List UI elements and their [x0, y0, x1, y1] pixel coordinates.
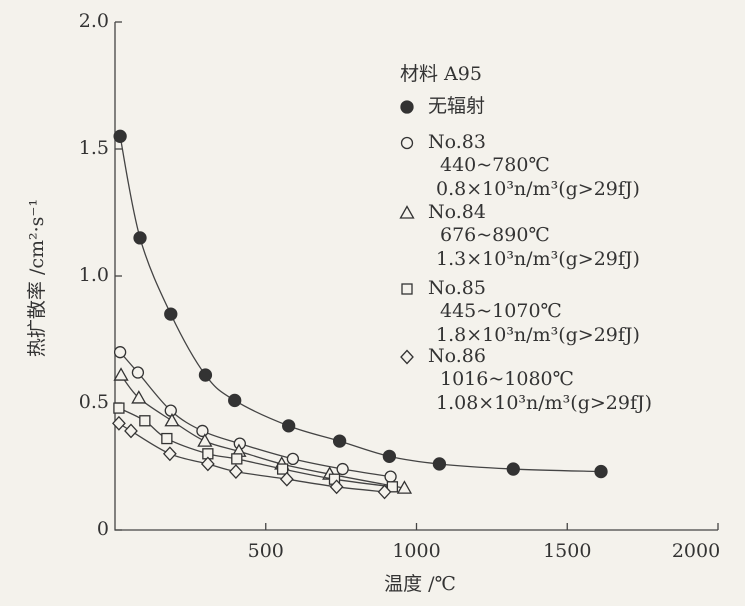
marker: [279, 471, 294, 487]
marker: [329, 479, 344, 495]
y-axis-label: 热扩散率 /cm²·s⁻¹: [26, 199, 48, 357]
marker: [231, 453, 243, 465]
marker: [131, 390, 147, 404]
x-tick-label: 1500: [543, 540, 591, 562]
y-tick-label: 0: [97, 518, 109, 540]
x-tick-label: 1000: [392, 540, 440, 562]
marker: [506, 462, 520, 476]
marker: [164, 412, 180, 427]
marker: [124, 423, 138, 439]
marker: [139, 415, 151, 427]
legend-label: 无辐射: [428, 95, 485, 117]
legend-range: 440~780℃: [440, 154, 550, 176]
y-tick-label: 1.0: [79, 264, 109, 286]
legend-fluence: 1.08×10³n/m³(g>29fJ): [436, 392, 652, 414]
marker: [164, 404, 177, 417]
marker: [112, 415, 126, 431]
marker: [432, 457, 447, 471]
marker: [276, 463, 289, 475]
marker: [332, 434, 347, 448]
marker: [113, 129, 127, 143]
legend-title: 材料 A95: [400, 63, 482, 85]
legend-label: No.85: [428, 277, 486, 299]
fit-curve: [120, 374, 405, 489]
x-tick-label: 2000: [672, 540, 720, 562]
marker: [113, 402, 125, 414]
marker: [196, 424, 209, 438]
marker: [384, 470, 397, 483]
marker: [113, 346, 127, 359]
marker: [200, 456, 215, 472]
y-tick-label: 1.5: [79, 137, 109, 159]
marker: [282, 419, 296, 433]
fit-curve: [119, 351, 391, 478]
marker: [336, 462, 349, 476]
marker: [131, 366, 145, 379]
marker: [286, 452, 300, 466]
marker: [400, 136, 414, 150]
marker: [382, 449, 397, 463]
legend-range: 445~1070℃: [440, 300, 562, 322]
marker: [113, 367, 129, 381]
marker: [133, 231, 147, 245]
marker: [197, 433, 213, 447]
legend-fluence: 0.8×10³n/m³(g>29fJ): [436, 178, 640, 200]
x-tick-label: 500: [248, 540, 284, 562]
marker: [400, 349, 414, 365]
marker: [399, 205, 415, 219]
marker: [229, 464, 243, 480]
legend-fluence: 1.8×10³n/m³(g>29fJ): [436, 324, 640, 346]
legend-range: 1016~1080℃: [440, 368, 574, 390]
marker: [396, 480, 413, 494]
legend-label: No.83: [428, 131, 486, 153]
marker: [386, 481, 399, 493]
marker: [400, 100, 414, 114]
legend-range: 676~890℃: [440, 224, 550, 246]
x-axis-label: 温度 /℃: [384, 573, 456, 595]
marker: [401, 283, 413, 295]
marker: [164, 307, 178, 321]
legend-fluence: 1.3×10³n/m³(g>29fJ): [436, 248, 640, 270]
legend-label: No.86: [428, 345, 486, 367]
y-tick-label: 0.5: [79, 391, 109, 413]
marker: [377, 484, 392, 500]
legend-label: No.84: [428, 201, 486, 223]
marker: [161, 432, 173, 445]
marker: [594, 464, 608, 479]
y-tick-label: 2.0: [79, 10, 109, 32]
marker: [198, 368, 213, 382]
marker: [162, 446, 177, 462]
marker: [228, 393, 242, 408]
